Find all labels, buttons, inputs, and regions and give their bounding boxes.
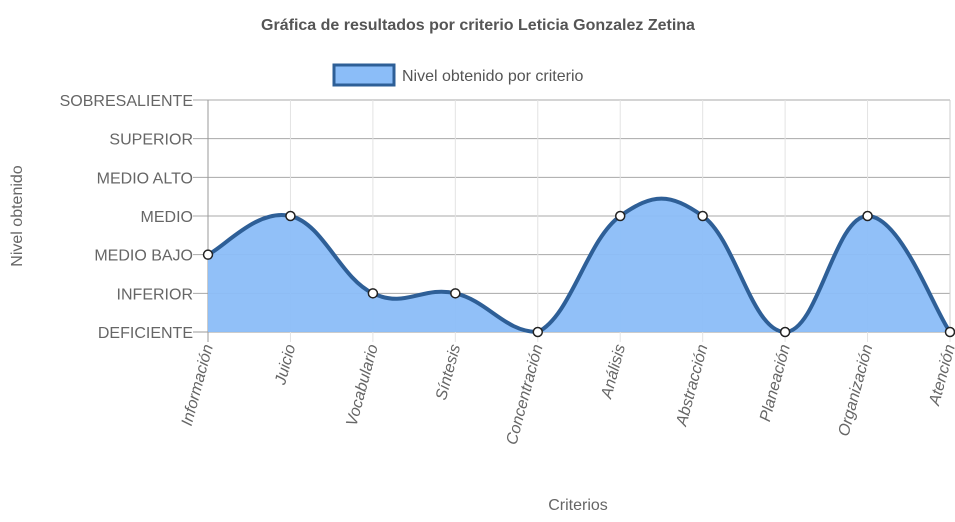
x-tick-label: Información [179,343,217,428]
legend-label: Nivel obtenido por criterio [402,68,584,85]
data-point[interactable] [285,210,296,222]
x-tick-label: Abstracción [673,343,711,429]
y-tick-label: MEDIO ALTO [97,170,193,187]
y-tick-label: MEDIO [141,209,193,226]
series-line [207,196,952,335]
data-point[interactable] [202,249,214,260]
x-axis-label: Criterios [548,497,608,514]
y-tick-label: INFERIOR [117,286,193,303]
y-tick-label: DEFICIENTE [98,325,193,342]
y-axis-ticks: DEFICIENTE INFERIOR MEDIO BAJO MEDIO MEDIO A… [60,93,193,342]
y-tick-label: SUPERIOR [109,132,193,149]
data-points [202,210,955,338]
x-tick-label: Organización [836,343,877,439]
data-point[interactable] [862,210,873,222]
x-tick-label: Concentración [504,343,547,447]
x-tick-label: Juicio [272,343,299,388]
y-tick-label: SOBRESALIENTE [60,93,193,110]
x-tick-label: Atención [926,343,955,409]
series-area [207,196,952,335]
y-axis-label: Nivel obtenido [9,165,26,267]
data-point[interactable] [450,288,461,299]
data-point[interactable] [697,210,708,222]
series-fill [208,198,950,332]
y-tick-label: MEDIO BAJO [94,248,193,265]
data-point[interactable] [532,326,544,338]
data-point[interactable] [944,326,955,338]
data-point[interactable] [367,288,379,299]
x-tick-label: Síntesis [433,343,464,402]
x-axis-ticks: Información Juicio Vocabulario Síntesis Conc… [179,343,955,447]
chart-title: Gráfica de resultados por criterio Letic… [261,17,695,34]
legend-swatch [332,63,396,87]
legend[interactable]: Nivel obtenido por criterio [332,63,584,87]
data-point[interactable] [614,210,626,222]
x-tick-label: Análisis [598,343,629,402]
data-point[interactable] [779,326,791,338]
x-tick-label: Vocabulario [344,343,382,429]
x-tick-label: Planeación [757,343,794,424]
